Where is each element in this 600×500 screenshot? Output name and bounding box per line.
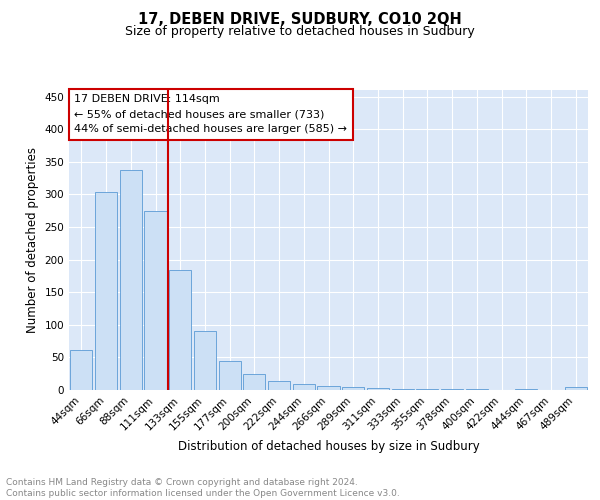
Text: 17 DEBEN DRIVE: 114sqm
← 55% of detached houses are smaller (733)
44% of semi-de: 17 DEBEN DRIVE: 114sqm ← 55% of detached… xyxy=(74,94,347,134)
Bar xyxy=(95,192,117,390)
Text: Contains HM Land Registry data © Crown copyright and database right 2024.
Contai: Contains HM Land Registry data © Crown c… xyxy=(6,478,400,498)
Bar xyxy=(169,270,191,390)
Bar xyxy=(145,210,167,390)
Bar xyxy=(565,388,587,390)
Text: 17, DEBEN DRIVE, SUDBURY, CO10 2QH: 17, DEBEN DRIVE, SUDBURY, CO10 2QH xyxy=(138,12,462,28)
Text: Size of property relative to detached houses in Sudbury: Size of property relative to detached ho… xyxy=(125,25,475,38)
Bar xyxy=(441,388,463,390)
Bar xyxy=(194,330,216,390)
Bar xyxy=(243,374,265,390)
Bar xyxy=(392,388,414,390)
Bar xyxy=(416,388,439,390)
Bar xyxy=(268,381,290,390)
Y-axis label: Number of detached properties: Number of detached properties xyxy=(26,147,39,333)
Bar xyxy=(342,388,364,390)
Bar xyxy=(293,384,315,390)
Bar xyxy=(70,350,92,390)
Bar xyxy=(367,388,389,390)
Bar xyxy=(119,170,142,390)
Bar xyxy=(218,360,241,390)
Bar xyxy=(317,386,340,390)
X-axis label: Distribution of detached houses by size in Sudbury: Distribution of detached houses by size … xyxy=(178,440,479,453)
